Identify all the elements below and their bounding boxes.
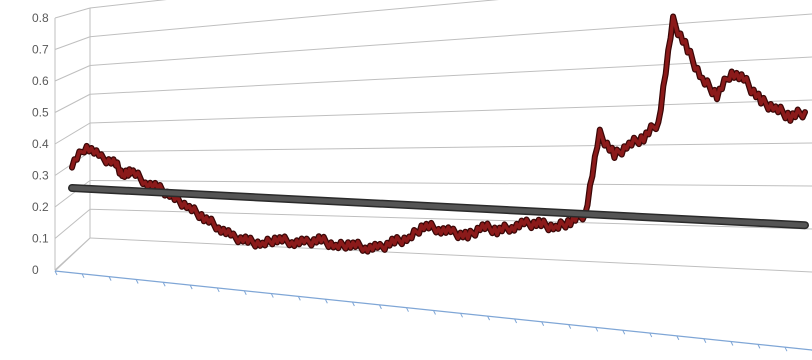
x-tick	[487, 315, 491, 321]
gridline	[89, 142, 812, 153]
x-tick	[189, 284, 193, 290]
x-tick	[541, 321, 545, 327]
y-tick-label: 0	[32, 263, 39, 277]
axes	[54, 8, 812, 352]
series-group	[68, 13, 809, 255]
side-gridline	[54, 122, 91, 145]
x-tick	[54, 270, 58, 276]
x-tick	[514, 318, 518, 324]
x-tick	[378, 304, 382, 310]
x-tick	[595, 327, 599, 332]
x-tick	[216, 287, 220, 293]
y-tick-label: 0.4	[32, 137, 49, 151]
gridline	[89, 180, 812, 187]
x-tick	[649, 332, 653, 338]
y-tick-label: 0.6	[32, 74, 49, 88]
x-tick	[460, 313, 463, 318]
side-gridline	[54, 7, 91, 19]
x-tick	[676, 335, 680, 341]
gridline	[89, 99, 812, 124]
x-tick	[433, 310, 436, 315]
y-tick-label: 0.8	[32, 11, 49, 25]
y-tick-label: 0.5	[32, 106, 49, 120]
y-tick-label: 0.1	[32, 232, 49, 246]
x-tick	[324, 298, 328, 304]
y-axis-ticks: 0 0.1 0.2 0.3 0.4 0.5 0.6 0.7 0.8	[32, 11, 49, 277]
x-tick	[568, 324, 572, 329]
gridline	[89, 237, 812, 273]
side-gridline	[54, 93, 91, 113]
gridline	[89, 13, 812, 66]
x-tick	[757, 344, 761, 349]
y-tick-label: 0.3	[32, 169, 49, 183]
x-tick	[622, 330, 626, 335]
y-tick-label: 0.7	[32, 43, 49, 57]
x-tick	[730, 341, 734, 346]
series-line-gray	[69, 185, 808, 228]
gridline	[89, 0, 500, 38]
x-tick	[108, 276, 112, 281]
x-tick	[703, 338, 707, 343]
gridlines	[54, 0, 812, 273]
side-gridline	[54, 208, 91, 239]
y-tick-label: 0.2	[32, 200, 49, 214]
x-tick	[81, 273, 85, 279]
x-tick	[162, 282, 166, 287]
x-tick	[351, 301, 355, 307]
x-tick	[406, 307, 409, 312]
side-gridline	[54, 65, 91, 82]
x-tick	[297, 296, 301, 301]
gridline	[89, 208, 812, 230]
x-tick	[135, 279, 139, 284]
x-tick	[270, 293, 274, 298]
floor-left-edge	[54, 237, 91, 272]
x-tick	[243, 290, 247, 295]
series-line-dark-red	[70, 14, 807, 254]
x-tick	[784, 346, 788, 352]
side-gridline	[54, 36, 91, 50]
